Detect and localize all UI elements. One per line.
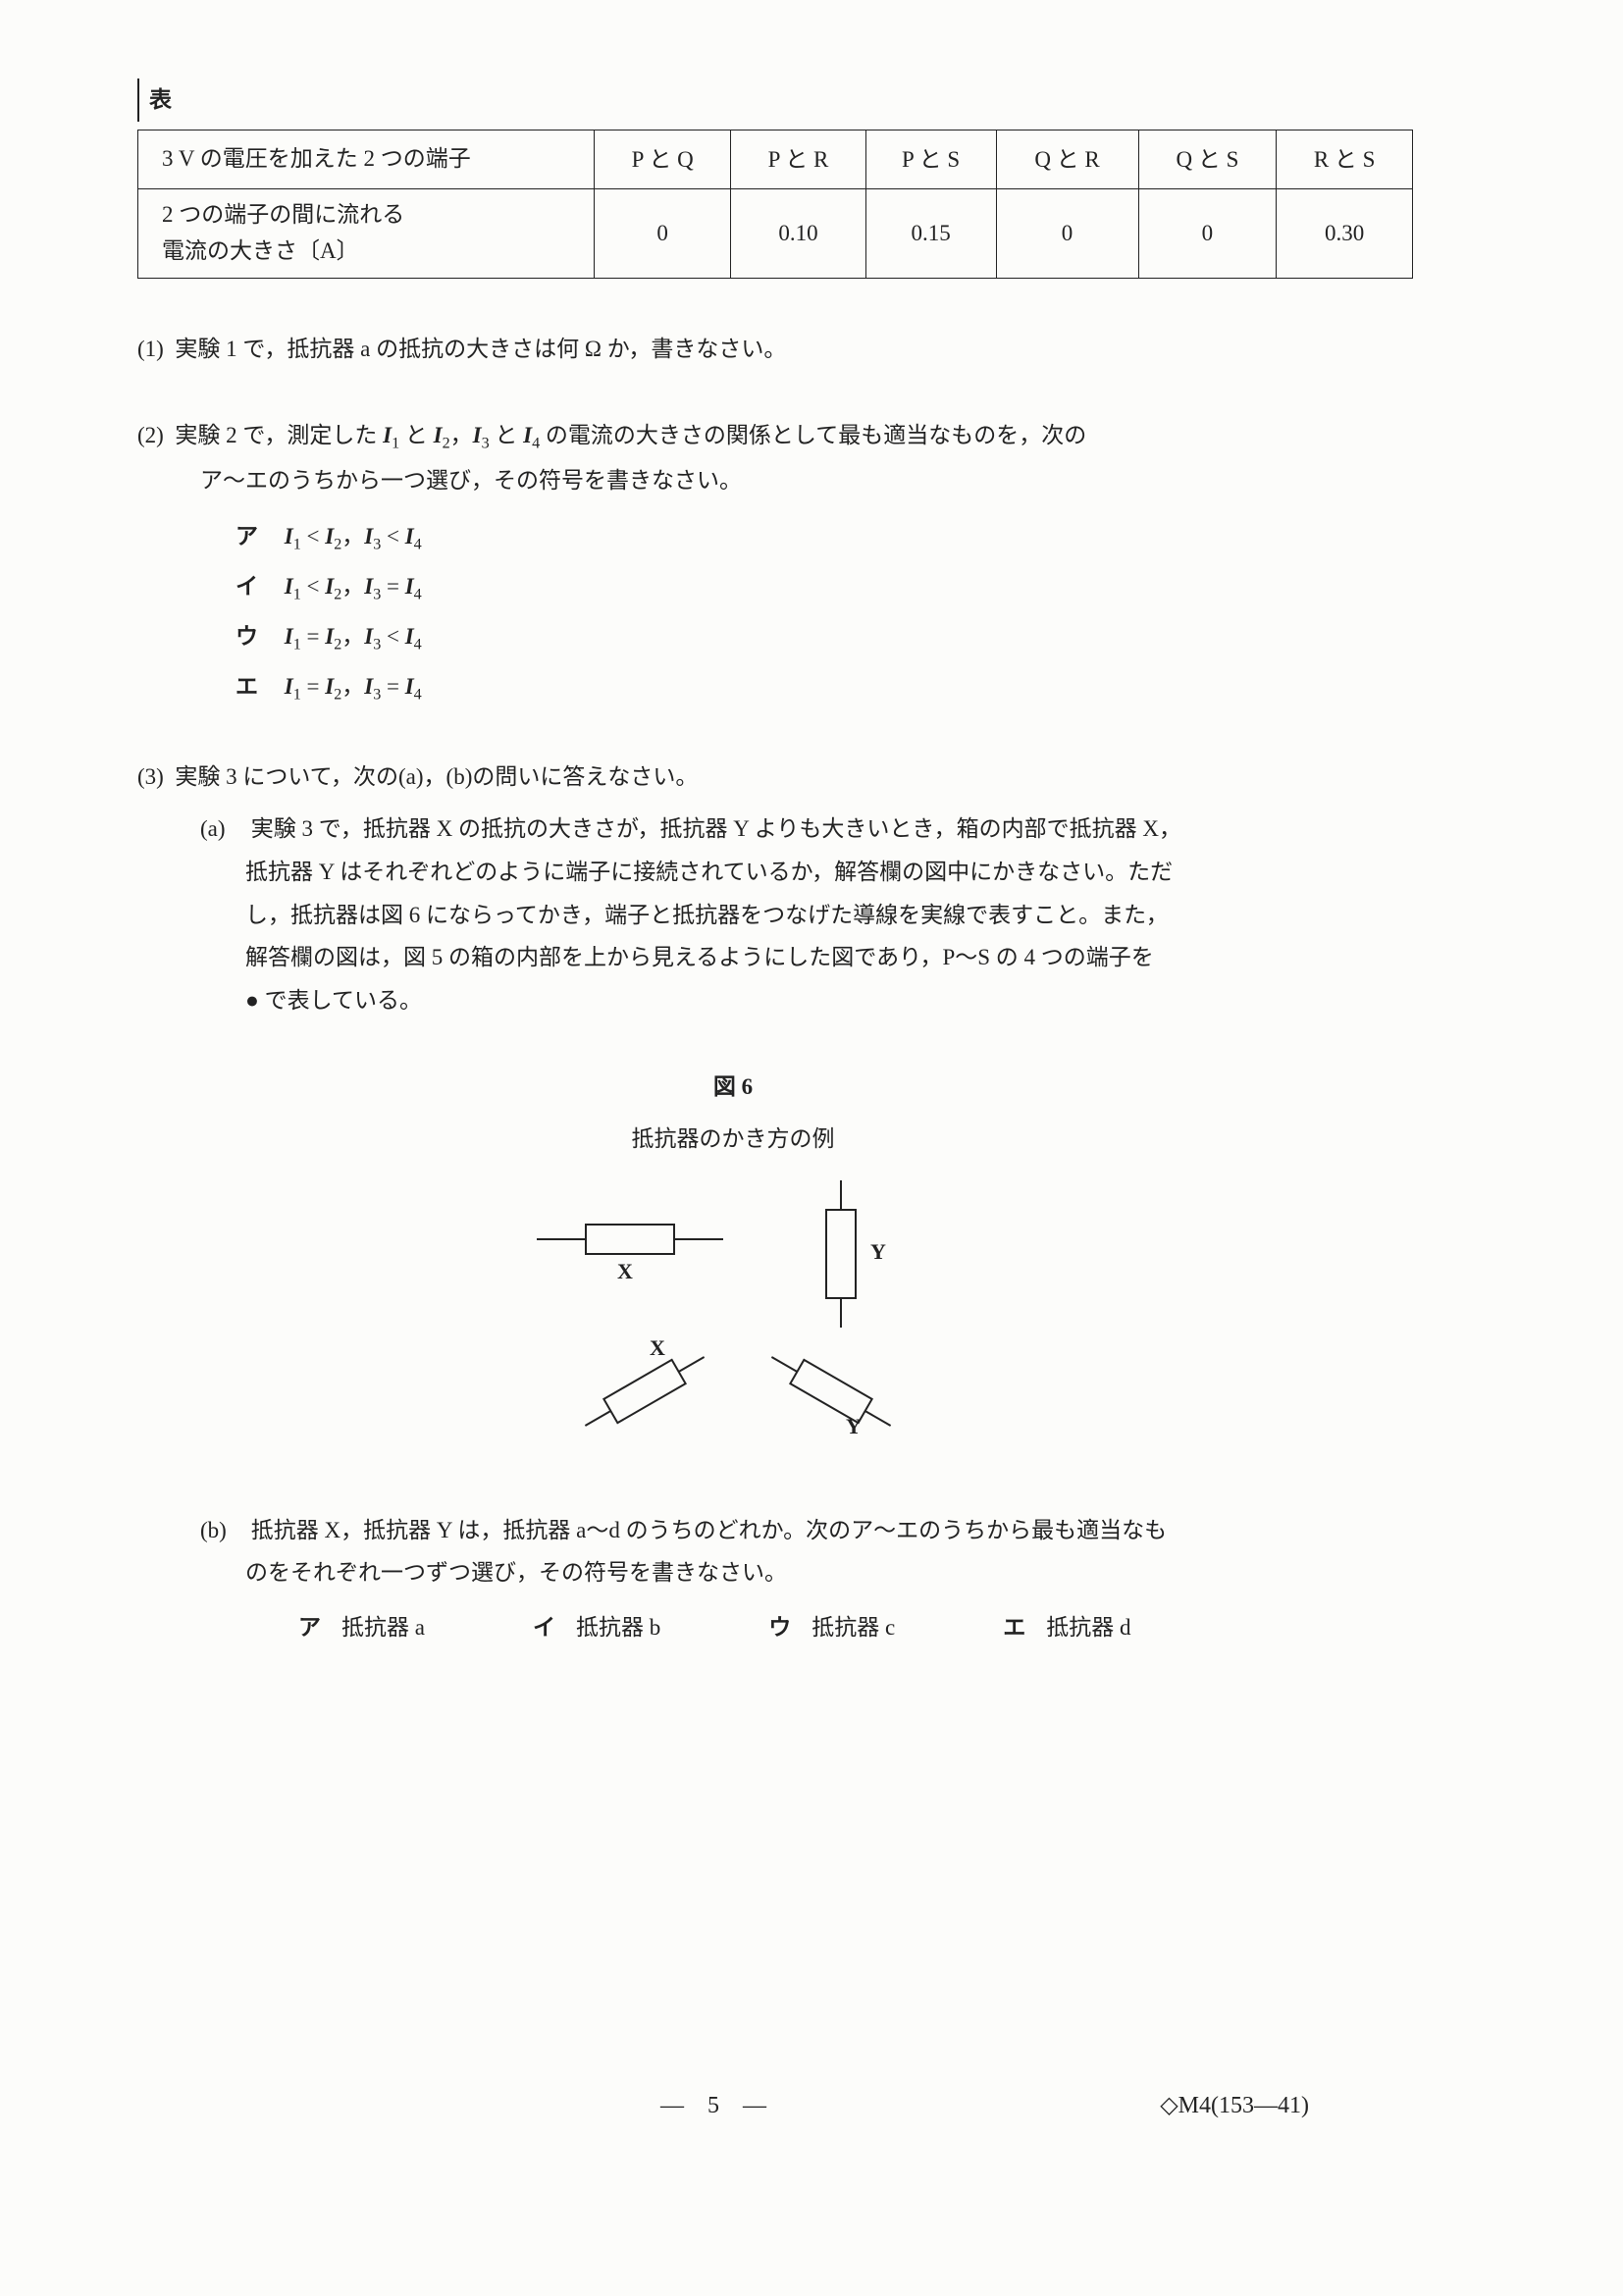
q3a-l3: し，抵抗器は図 6 にならってかき，端子と抵抗器をつなげた導線を実線で表すこと。… [245, 894, 1329, 937]
choice-i: イ I1 < I2，I3 = I4 [236, 562, 1329, 612]
col-QR: Q と R [996, 130, 1138, 189]
fig6-svg: X Y X [497, 1180, 969, 1435]
q3b-l1: 抵抗器 X，抵抗器 Y は，抵抗器 a～d のうちのどれか。次のア～エのうちから… [251, 1518, 1167, 1542]
resistor-x-diag-label: X [650, 1335, 665, 1360]
q1-text: 実験 1 で，抵抗器 a の抵抗の大きさは何 Ω か，書きなさい。 [175, 337, 786, 361]
choice-u: ウ I1 = I2，I3 < I4 [236, 612, 1329, 662]
q3-num: (3) [137, 764, 164, 789]
choice-a: ア抵抗器 a [298, 1606, 425, 1649]
col-PS: P と S [865, 130, 996, 189]
q3b: (b) 抵抗器 X，抵抗器 Y は，抵抗器 a～d のうちのどれか。次のア～エの… [200, 1509, 1329, 1649]
table-label: 表 [137, 78, 1329, 122]
question-1: (1) 実験 1 で，抵抗器 a の抵抗の大きさは何 Ω か，書きなさい。 [98, 328, 1329, 371]
fig6-caption: 抵抗器のかき方の例 [137, 1118, 1329, 1161]
question-3: (3) 実験 3 について，次の(a)，(b)の問いに答えなさい。 (a) 実験… [98, 756, 1329, 1649]
page-code: ◇M4(153—41) [1160, 2084, 1309, 2129]
q3b-l2: のをそれぞれ一つずつ選び，その符号を書きなさい。 [245, 1551, 1329, 1594]
resistor-y-diag-label: Y [846, 1414, 862, 1435]
col-RS: R と S [1277, 130, 1413, 189]
question-2: (2) 実験 2 で，測定した I1 と I2，I3 と I4 の電流の大きさの… [98, 414, 1329, 712]
resistor-y-label: Y [870, 1239, 886, 1264]
val-RS: 0.30 [1277, 189, 1413, 279]
val-PS: 0.15 [865, 189, 996, 279]
figure-6: 図 6 抵抗器のかき方の例 X Y [137, 1066, 1329, 1450]
q3a-l1: 実験 3 で，抵抗器 X の抵抗の大きさが，抵抗器 Y よりも大きいとき，箱の内… [251, 816, 1181, 841]
col-QS: Q と S [1138, 130, 1277, 189]
q2-line2: ア～エのうちから一つ選び，その符号を書きなさい。 [200, 459, 1329, 502]
q2-line1: 実験 2 で，測定した I1 と I2，I3 と I4 の電流の大きさの関係とし… [175, 423, 1086, 447]
data-table: 3 V の電圧を加えた 2 つの端子 P と Q P と R P と S Q と… [137, 130, 1413, 279]
page-number: — 5 — [98, 2084, 1329, 2129]
fig6-title: 図 6 [137, 1066, 1329, 1109]
q2-num: (2) [137, 423, 164, 447]
q1-num: (1) [137, 337, 164, 361]
choice-e: エ I1 = I2，I3 = I4 [236, 662, 1329, 712]
data-table-section: 表 3 V の電圧を加えた 2 つの端子 P と Q P と R P と S Q… [137, 78, 1329, 279]
val-PR: 0.10 [731, 189, 865, 279]
choice-e: エ抵抗器 d [1003, 1606, 1130, 1649]
q3a-l4: 解答欄の図は，図 5 の箱の内部を上から見えるようにした図であり，P～S の 4… [245, 936, 1329, 979]
q3b-label: (b) [200, 1509, 245, 1552]
q3a-label: (a) [200, 808, 245, 851]
q3a-l2: 抵抗器 Y はそれぞれどのように端子に接続されているか，解答欄の図中にかきなさい… [245, 851, 1329, 894]
choice-i: イ抵抗器 b [533, 1606, 660, 1649]
col-PR: P と R [731, 130, 865, 189]
q3a-l5: ● で表している。 [245, 979, 1329, 1022]
page-footer: — 5 — ◇M4(153—41) [98, 2084, 1329, 2129]
val-PQ: 0 [595, 189, 731, 279]
q3-intro: 実験 3 について，次の(a)，(b)の問いに答えなさい。 [175, 764, 698, 789]
val-QR: 0 [996, 189, 1138, 279]
val-QS: 0 [1138, 189, 1277, 279]
q3b-choices: ア抵抗器 a イ抵抗器 b ウ抵抗器 c エ抵抗器 d [298, 1606, 1329, 1649]
choice-a: ア I1 < I2，I3 < I4 [236, 512, 1329, 562]
q2-choices: ア I1 < I2，I3 < I4 イ I1 < I2，I3 = I4 ウ I1… [236, 512, 1329, 712]
table-data-rowlabel: 2 つの端子の間に流れる 電流の大きさ〔A〕 [138, 189, 595, 279]
q3a: (a) 実験 3 で，抵抗器 X の抵抗の大きさが，抵抗器 Y よりも大きいとき… [200, 808, 1329, 1021]
col-PQ: P と Q [595, 130, 731, 189]
choice-u: ウ抵抗器 c [768, 1606, 895, 1649]
table-head-rowlabel: 3 V の電圧を加えた 2 つの端子 [138, 130, 595, 189]
resistor-x-label: X [617, 1259, 633, 1283]
